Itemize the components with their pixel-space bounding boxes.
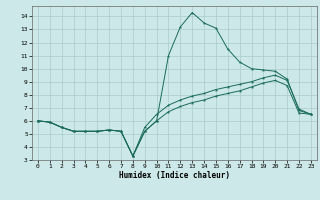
X-axis label: Humidex (Indice chaleur): Humidex (Indice chaleur) [119, 171, 230, 180]
